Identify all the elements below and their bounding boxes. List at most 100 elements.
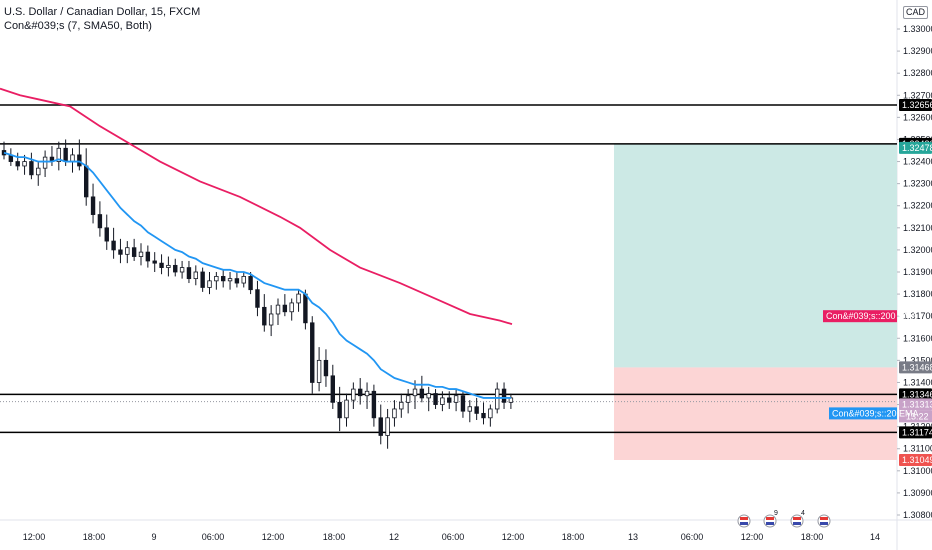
candle <box>282 304 288 313</box>
y-tick-label: 1.31800 <box>903 289 932 299</box>
candle <box>118 249 123 255</box>
level-tag-2 <box>899 388 932 401</box>
y-tick-label: 1.32600 <box>903 112 932 122</box>
candle <box>481 412 486 419</box>
candle <box>29 161 34 176</box>
candle <box>316 359 322 383</box>
candle <box>214 276 219 282</box>
candle <box>351 388 356 401</box>
candle <box>337 401 342 419</box>
candles <box>1 139 514 449</box>
candle <box>159 262 164 268</box>
y-tick-label: 1.30900 <box>903 488 932 498</box>
x-tick-label: 12:00 <box>262 532 285 542</box>
target-zone <box>614 143 897 368</box>
candle <box>36 167 41 176</box>
x-tick-label: 13 <box>628 532 638 542</box>
candle <box>433 393 438 405</box>
x-tick-label: 18:00 <box>562 532 585 542</box>
ema200-tag <box>823 310 897 323</box>
y-tick-label: 1.31600 <box>903 333 932 343</box>
candle <box>77 154 82 167</box>
candle <box>97 214 103 229</box>
x-tick-label: 06:00 <box>442 532 465 542</box>
level-tag-3 <box>899 426 932 439</box>
current-price-tag-label: 1.31313 <box>902 399 932 409</box>
candle <box>310 322 315 383</box>
candle <box>323 359 329 377</box>
stop-tag-label: 1.31049 <box>902 455 932 465</box>
candle <box>173 264 178 273</box>
x-tick-label: 06:00 <box>202 532 225 542</box>
y-tick-label: 1.30800 <box>903 510 932 520</box>
y-tick-label: 1.32100 <box>903 223 932 233</box>
target-tag <box>899 141 932 154</box>
y-tick-label: 1.31900 <box>903 267 932 277</box>
candle <box>447 397 452 403</box>
candle <box>84 165 89 198</box>
candle <box>207 280 212 288</box>
candle <box>138 251 144 257</box>
y-tick-label: 1.32400 <box>903 157 932 167</box>
candle <box>248 276 253 291</box>
candle <box>200 271 205 288</box>
candle <box>501 388 507 403</box>
candle <box>330 375 335 403</box>
candle <box>255 289 260 308</box>
y-tick-label: 1.32200 <box>903 201 932 211</box>
candle <box>220 276 226 282</box>
candle <box>399 401 404 410</box>
candle <box>440 397 445 405</box>
ema200-tag-label: Con&#039;s::200 EMA <box>826 311 918 321</box>
target-tag-label: 1.32478 <box>902 143 932 153</box>
candle <box>152 260 157 264</box>
candle <box>131 247 137 257</box>
candle <box>145 251 151 262</box>
level-tag-0 <box>899 98 932 111</box>
y-tick-label: 1.31100 <box>903 444 932 454</box>
candle <box>474 406 479 414</box>
flag-icon-us[interactable] <box>737 514 751 528</box>
flag-icon-ca[interactable]: 9 <box>763 510 778 528</box>
candle <box>179 267 185 273</box>
candle <box>412 388 418 397</box>
candle <box>344 399 349 419</box>
x-tick-label: 14 <box>870 532 880 542</box>
y-tick-label: 1.32700 <box>903 90 932 100</box>
current-price-tag <box>899 398 932 411</box>
candle <box>104 227 109 242</box>
flag-icon-us[interactable] <box>817 514 831 528</box>
ema20-line <box>3 151 511 399</box>
ema200-line <box>0 87 513 325</box>
candle <box>453 395 459 403</box>
countdown-tag <box>899 410 932 423</box>
x-tick-label: 12 <box>389 532 399 542</box>
candle <box>15 161 20 167</box>
candle <box>111 240 116 251</box>
candle <box>275 304 281 315</box>
candle <box>378 417 383 436</box>
y-tick-label: 1.31000 <box>903 466 932 476</box>
ema20-tag-label: Con&#039;s::20 EMA <box>832 408 919 418</box>
candle <box>125 247 130 255</box>
candle <box>296 293 301 304</box>
level-tag-3-label: 1.31174 <box>902 427 932 437</box>
indicator-legend[interactable]: Con&#039;s (7, SMA50, Both) <box>4 20 152 32</box>
candle <box>460 395 466 412</box>
candle <box>467 406 472 412</box>
x-tick-label: 18:00 <box>323 532 346 542</box>
currency-badge[interactable]: CAD <box>903 6 929 19</box>
candle <box>241 276 246 284</box>
candle <box>426 393 431 399</box>
x-tick-label: 12:00 <box>741 532 764 542</box>
candle <box>227 278 233 282</box>
candle <box>193 271 198 280</box>
x-tick-label: 12:00 <box>502 532 525 542</box>
candle <box>268 313 274 326</box>
y-tick-label: 1.33000 <box>903 24 932 34</box>
chart-title: U.S. Dollar / Canadian Dollar, 15, FXCM <box>4 6 201 18</box>
x-tick-label: 12:00 <box>23 532 46 542</box>
level-tag-0-label: 1.32656 <box>902 100 932 110</box>
flag-icon-us[interactable]: 4 <box>790 510 805 528</box>
